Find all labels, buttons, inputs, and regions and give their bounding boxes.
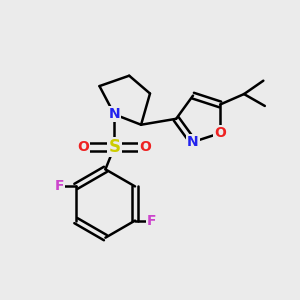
Text: O: O — [140, 140, 152, 154]
Text: N: N — [187, 135, 199, 149]
Text: O: O — [77, 140, 89, 154]
Text: F: F — [147, 214, 156, 228]
Text: N: N — [109, 107, 120, 121]
Text: O: O — [214, 126, 226, 140]
Text: F: F — [55, 179, 64, 194]
Text: S: S — [108, 138, 120, 156]
